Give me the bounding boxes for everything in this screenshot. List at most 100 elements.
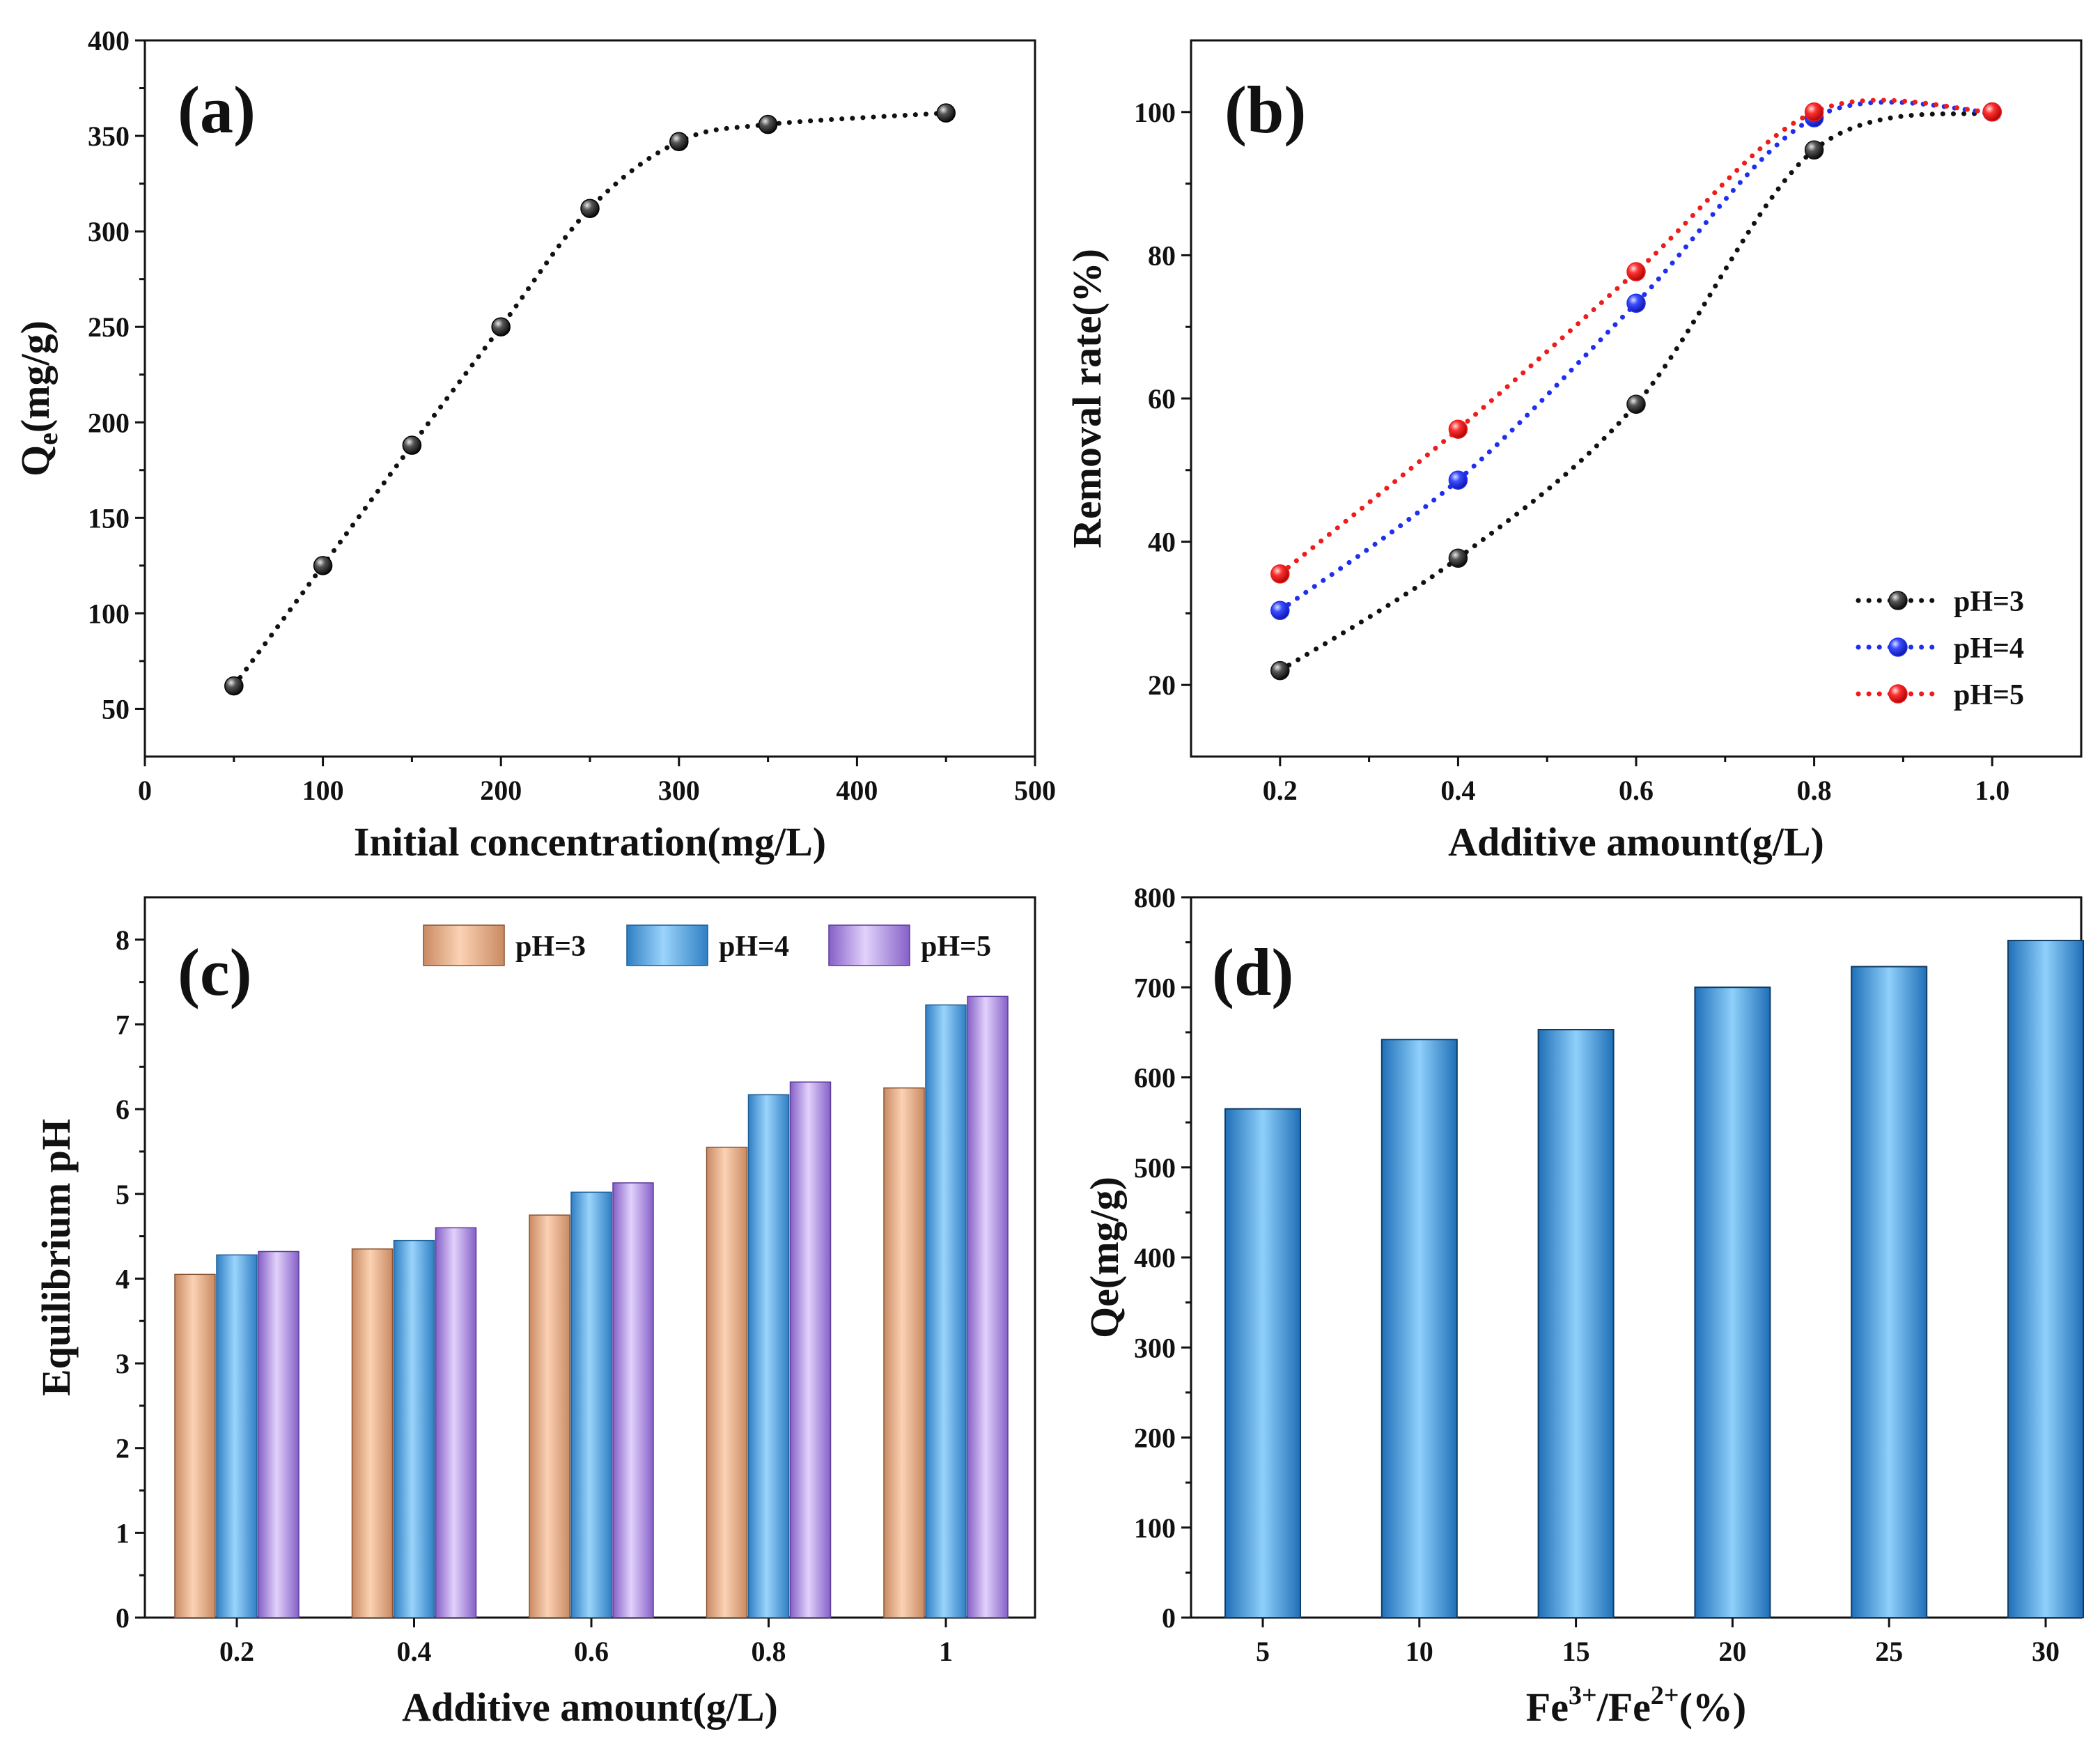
panel-b-point — [1804, 102, 1824, 122]
panel-a-xtick-label: 0 — [138, 775, 152, 806]
panel-c-ticks: 0 1 2 3 4 5 6 7 8 0.2 0.4 0.6 0.8 1 — [116, 924, 953, 1667]
panel-d-ytick-label: 400 — [1134, 1242, 1176, 1273]
panel-a-xtick-label: 200 — [480, 775, 522, 806]
panel-c-bar — [174, 1273, 216, 1618]
panel-c-bar — [612, 1182, 654, 1618]
panel-d-ytick-label: 100 — [1134, 1512, 1176, 1544]
panel-a-ytick-label: 50 — [102, 693, 130, 725]
panel-d-bar — [2007, 940, 2084, 1619]
panel-b-point — [1270, 601, 1290, 621]
panel-b-legend-marker — [1888, 684, 1908, 704]
panel-c-ytick-label: 5 — [116, 1179, 130, 1210]
panel-d: 0 100 200 300 400 500 600 700 800 5 10 15 20 25 30 (d)… — [1082, 882, 2084, 1730]
panel-d-ytick-label: 0 — [1162, 1602, 1176, 1634]
panel-c-ytick-label: 1 — [116, 1517, 130, 1549]
panel-c-ytick-label: 2 — [116, 1433, 130, 1464]
panel-c-legend-label: pH=5 — [921, 931, 991, 963]
panel-c-label: (c) — [178, 935, 252, 1009]
panel-d-ytick-label: 700 — [1134, 972, 1176, 1003]
panel-c-ytick-label: 7 — [116, 1009, 130, 1040]
panel-c-xtick-label: 0.2 — [219, 1636, 254, 1667]
panel-a-xlabel: Initial concentration(mg/L) — [354, 819, 826, 865]
panel-c-legend-label: pH=3 — [515, 931, 586, 963]
panel-c-legend-swatch — [423, 924, 505, 966]
panel-a-point — [669, 132, 689, 152]
panel-c-legend-label: pH=4 — [719, 931, 789, 963]
panel-d-ylabel: Qe(mg/g) — [1082, 1177, 1127, 1338]
panel-b-xtick-label: 0.8 — [1797, 775, 1832, 806]
panel-d-ticks: 0 100 200 300 400 500 600 700 800 5 10 15 20 25 30 — [1134, 882, 2060, 1667]
panel-b-ytick-label: 20 — [1148, 669, 1176, 701]
panel-a-point — [491, 317, 511, 336]
panel-b-point — [1270, 564, 1290, 584]
panel-d-label: (d) — [1212, 935, 1293, 1009]
panel-c-legend: pH=3 pH=4 pH=5 — [423, 924, 991, 966]
panel-a-point — [936, 103, 956, 123]
panel-c: 0 1 2 3 4 5 6 7 8 0.2 0.4 0.6 0.8 1 (c) Additive amou… — [33, 896, 1036, 1730]
panel-b-series-line — [1277, 98, 1995, 577]
panel-d-xtick-label: 15 — [1562, 1636, 1590, 1667]
panel-b-point — [1448, 548, 1468, 568]
panel-c-bar — [789, 1081, 832, 1618]
panel-a-ytick-label: 250 — [88, 311, 130, 343]
panel-b-point — [1626, 394, 1646, 414]
panel-b-point — [1804, 140, 1824, 160]
panel-d-ytick-label: 500 — [1134, 1152, 1176, 1184]
panel-d-xlabel-main: Fe — [1526, 1684, 1569, 1730]
panel-d-xtick-label: 30 — [2032, 1636, 2060, 1667]
panel-d-ytick-label: 600 — [1134, 1062, 1176, 1094]
panel-c-ylabel: Equilibrium pH — [33, 1119, 79, 1396]
panel-a-point — [224, 676, 244, 696]
panel-c-legend-swatch — [626, 924, 708, 966]
panel-b-legend-label: pH=4 — [1954, 633, 2024, 665]
panel-b-point — [1626, 293, 1646, 313]
panel-d-xlabel: Fe3+/Fe2+(%) — [1526, 1681, 1746, 1730]
panel-a-xtick-label: 100 — [302, 775, 344, 806]
panel-c-bar — [258, 1250, 300, 1618]
panel-d-xtick-label: 25 — [1875, 1636, 1903, 1667]
panel-a-marks — [224, 103, 956, 696]
panel-c-legend-swatch — [828, 924, 910, 966]
panel-a-point — [402, 435, 422, 455]
panel-c-ytick-label: 0 — [116, 1602, 130, 1634]
panel-c-xlabel: Additive amount(g/L) — [402, 1684, 778, 1730]
panel-c-bar — [393, 1239, 435, 1618]
panel-c-bar — [967, 996, 1009, 1618]
panel-a-xtick-label: 400 — [836, 775, 878, 806]
panel-b-ticks: 20 40 60 80 100 0.2 0.4 0.6 0.8 1.0 — [1134, 97, 2009, 806]
panel-b-ytick-label: 80 — [1148, 240, 1176, 271]
panel-a-ylabel: Qe(mg/g) — [13, 320, 63, 477]
panel-c-bar — [570, 1191, 612, 1618]
panel-a-xtick-label: 500 — [1014, 775, 1056, 806]
panel-b-xlabel: Additive amount(g/L) — [1448, 819, 1824, 865]
panel-c-ytick-label: 3 — [116, 1348, 130, 1379]
panel-d-ytick-label: 300 — [1134, 1332, 1176, 1363]
panel-a-frame — [143, 39, 1036, 758]
panel-c-bar — [435, 1227, 477, 1618]
panel-c-xtick-label: 0.4 — [397, 1636, 432, 1667]
panel-b-point — [1448, 470, 1468, 490]
panel-d-marks — [1224, 940, 2084, 1619]
panel-b-legend-label: pH=5 — [1954, 679, 2024, 711]
panel-a-ytick-label: 300 — [88, 216, 130, 247]
panel-c-ytick-label: 6 — [116, 1094, 130, 1125]
panel-b: 20 40 60 80 100 0.2 0.4 0.6 0.8 1.0 (b) Additive … — [1064, 39, 2083, 865]
panel-b-legend-marker — [1888, 591, 1908, 610]
panel-a-ytick-label: 400 — [88, 25, 130, 56]
panel-b-ytick-label: 100 — [1134, 97, 1176, 128]
panel-d-xtick-label: 5 — [1256, 1636, 1270, 1667]
panel-d-bar — [1851, 966, 1928, 1618]
panel-d-ytick-label: 800 — [1134, 882, 1176, 913]
panel-d-xlabel-mid: /Fe — [1596, 1684, 1651, 1730]
panel-a-ylabel-rest: (mg/g) — [13, 320, 58, 433]
panel-b-point — [1448, 419, 1468, 439]
panel-d-bar — [1380, 1039, 1458, 1618]
panel-b-xtick-label: 1.0 — [1975, 775, 2009, 806]
panel-c-marks — [174, 996, 1009, 1618]
panel-c-xtick-label: 0.8 — [752, 1636, 786, 1667]
panel-c-bar — [351, 1248, 394, 1618]
panel-a-point — [313, 556, 333, 575]
panel-b-point — [1626, 262, 1646, 281]
